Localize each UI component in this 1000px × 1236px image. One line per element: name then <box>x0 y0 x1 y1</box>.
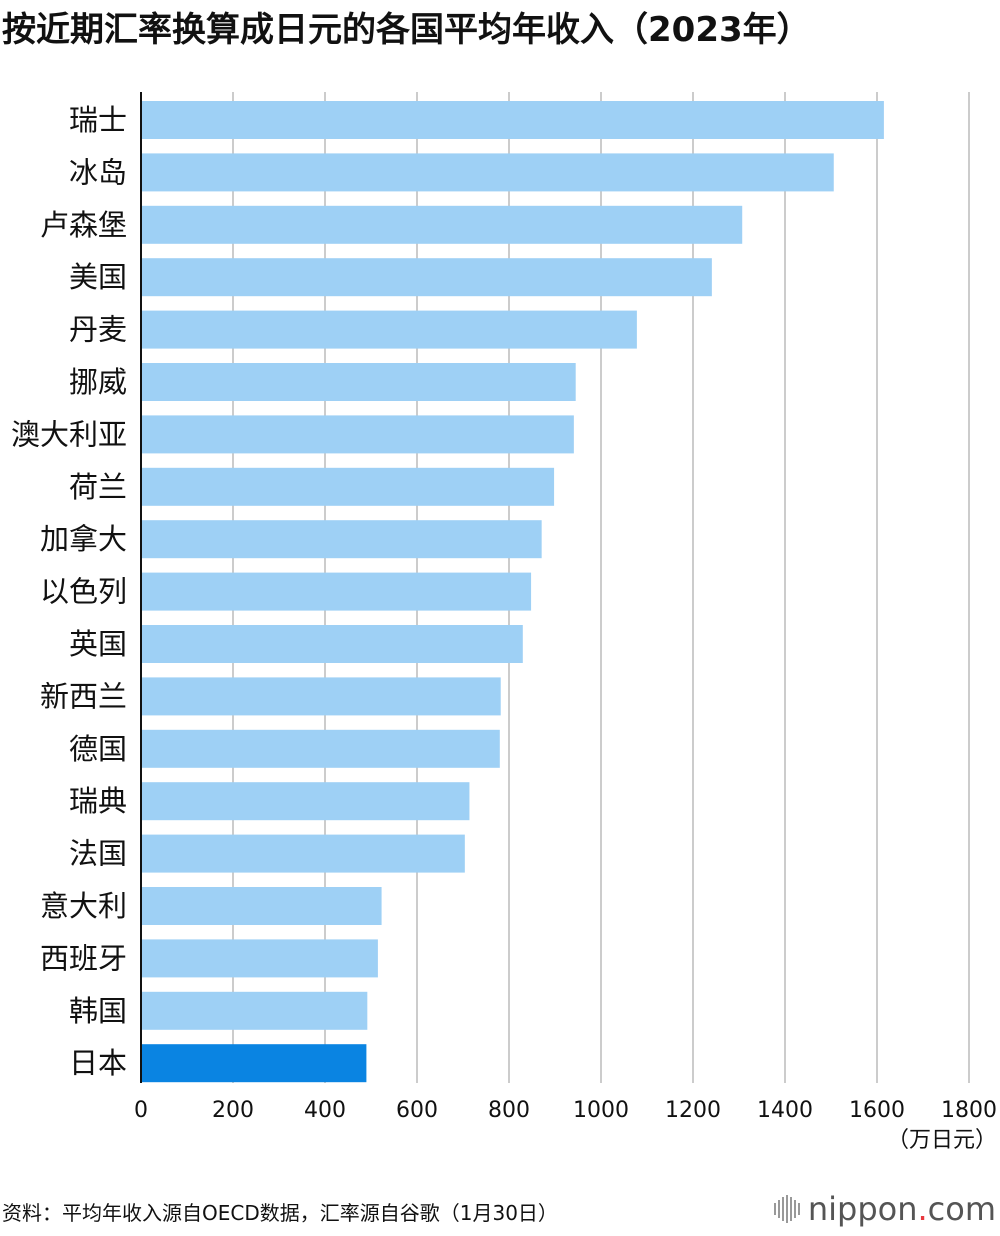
bar-德国 <box>141 729 500 768</box>
category-label-法国: 法国 <box>69 837 127 871</box>
category-label-挪威: 挪威 <box>69 365 127 399</box>
bar-挪威 <box>141 363 576 401</box>
category-label-丹麦: 丹麦 <box>69 313 127 347</box>
x-unit-label: （万日元） <box>887 1128 997 1153</box>
category-label-德国: 德国 <box>69 732 127 766</box>
x-tick-label-1600: 1600 <box>849 1098 905 1123</box>
bar-瑞典 <box>141 782 470 821</box>
bar-西班牙 <box>141 939 378 978</box>
category-label-荷兰: 荷兰 <box>69 470 127 504</box>
category-label-美国: 美国 <box>69 260 127 294</box>
category-label-瑞典: 瑞典 <box>69 784 127 818</box>
bar-韩国 <box>141 991 368 1030</box>
bar-新西兰 <box>141 677 501 716</box>
category-label-加拿大: 加拿大 <box>40 522 127 556</box>
bar-法国 <box>141 834 465 873</box>
category-label-韩国: 韩国 <box>69 994 127 1028</box>
category-label-瑞士: 瑞士 <box>69 103 127 137</box>
category-label-新西兰: 新西兰 <box>40 679 127 713</box>
bar-日本 <box>141 1044 367 1083</box>
x-tick-label-1800: 1800 <box>941 1098 997 1123</box>
logo-bars-icon <box>773 1195 800 1223</box>
source-note: 资料：平均年收入源自OECD数据，汇率源自谷歌（1月30日） <box>2 1201 558 1225</box>
bar-美国 <box>141 258 712 297</box>
category-label-澳大利亚: 澳大利亚 <box>11 417 127 451</box>
bar-丹麦 <box>141 310 637 349</box>
x-tick-label-800: 800 <box>488 1098 530 1123</box>
x-tick-label-400: 400 <box>304 1098 346 1123</box>
category-label-意大利: 意大利 <box>40 889 127 923</box>
bar-冰岛 <box>141 153 834 192</box>
bar-卢森堡 <box>141 205 743 244</box>
x-tick-label-1000: 1000 <box>573 1098 629 1123</box>
bar-荷兰 <box>141 467 555 506</box>
x-tick-label-1200: 1200 <box>665 1098 721 1123</box>
category-label-以色列: 以色列 <box>40 575 127 609</box>
bar-chart: 0 200 400 600 800 1000 1200 1400 1600 1800 （万日元） 瑞士… <box>11 92 997 1153</box>
x-tick-label-0: 0 <box>134 1098 148 1123</box>
bar-以色列 <box>141 572 532 611</box>
bar-瑞士 <box>141 101 884 139</box>
x-tick-label-200: 200 <box>212 1098 254 1123</box>
x-tick-label-600: 600 <box>396 1098 438 1123</box>
bar-意大利 <box>141 887 382 925</box>
nippon-logo: nippon.com <box>772 1190 996 1228</box>
logo-wordmark: nippon.com <box>807 1190 996 1228</box>
category-label-冰岛: 冰岛 <box>69 155 127 189</box>
category-label-卢森堡: 卢森堡 <box>40 208 127 242</box>
bar-英国 <box>141 625 523 663</box>
chart-title: 按近期汇率换算成日元的各国平均年收入（2023年） <box>2 10 811 50</box>
x-tick-label-1400: 1400 <box>757 1098 813 1123</box>
category-label-日本: 日本 <box>69 1046 127 1080</box>
category-label-西班牙: 西班牙 <box>40 941 127 975</box>
category-label-英国: 英国 <box>69 627 127 661</box>
bar-澳大利亚 <box>141 415 574 454</box>
bar-加拿大 <box>141 520 542 559</box>
